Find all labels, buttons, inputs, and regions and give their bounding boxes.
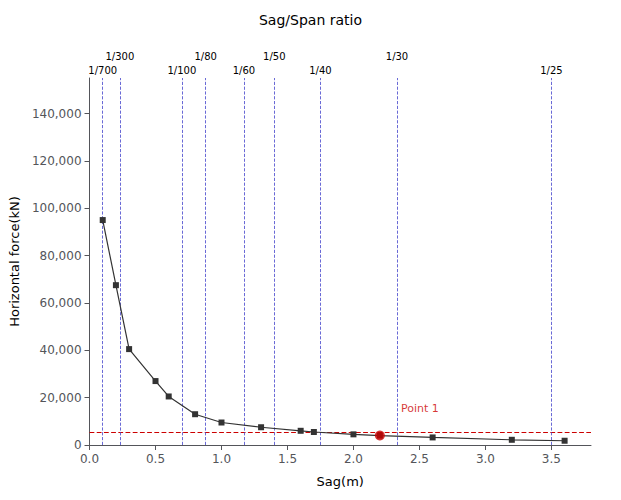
svg-text:1/30: 1/30 bbox=[386, 51, 408, 62]
svg-text:1/60: 1/60 bbox=[233, 65, 255, 76]
svg-text:1/50: 1/50 bbox=[263, 51, 285, 62]
svg-text:140,000: 140,000 bbox=[32, 107, 82, 121]
svg-text:3.0: 3.0 bbox=[476, 452, 495, 466]
svg-text:Point 1: Point 1 bbox=[401, 402, 439, 415]
svg-text:1.0: 1.0 bbox=[212, 452, 231, 466]
svg-text:2.5: 2.5 bbox=[410, 452, 429, 466]
svg-text:Sag(m): Sag(m) bbox=[317, 474, 364, 489]
svg-text:1.5: 1.5 bbox=[278, 452, 297, 466]
svg-text:0: 0 bbox=[74, 438, 82, 452]
svg-text:Horizontal force(kN): Horizontal force(kN) bbox=[7, 196, 22, 327]
svg-text:Sag/Span ratio: Sag/Span ratio bbox=[259, 12, 362, 28]
svg-text:80,000: 80,000 bbox=[40, 249, 82, 263]
svg-text:0.5: 0.5 bbox=[146, 452, 165, 466]
svg-text:100,000: 100,000 bbox=[32, 201, 82, 215]
svg-text:60,000: 60,000 bbox=[40, 296, 82, 310]
svg-text:1/300: 1/300 bbox=[105, 51, 134, 62]
svg-text:1/25: 1/25 bbox=[540, 65, 562, 76]
svg-text:0.0: 0.0 bbox=[80, 452, 99, 466]
svg-text:1/40: 1/40 bbox=[309, 65, 331, 76]
svg-text:40,000: 40,000 bbox=[40, 343, 82, 357]
svg-text:3.5: 3.5 bbox=[542, 452, 561, 466]
svg-text:20,000: 20,000 bbox=[40, 391, 82, 405]
svg-text:120,000: 120,000 bbox=[32, 154, 82, 168]
svg-text:1/700: 1/700 bbox=[88, 65, 117, 76]
svg-text:1/80: 1/80 bbox=[194, 51, 216, 62]
svg-text:2.0: 2.0 bbox=[344, 452, 363, 466]
svg-text:1/100: 1/100 bbox=[167, 65, 196, 76]
